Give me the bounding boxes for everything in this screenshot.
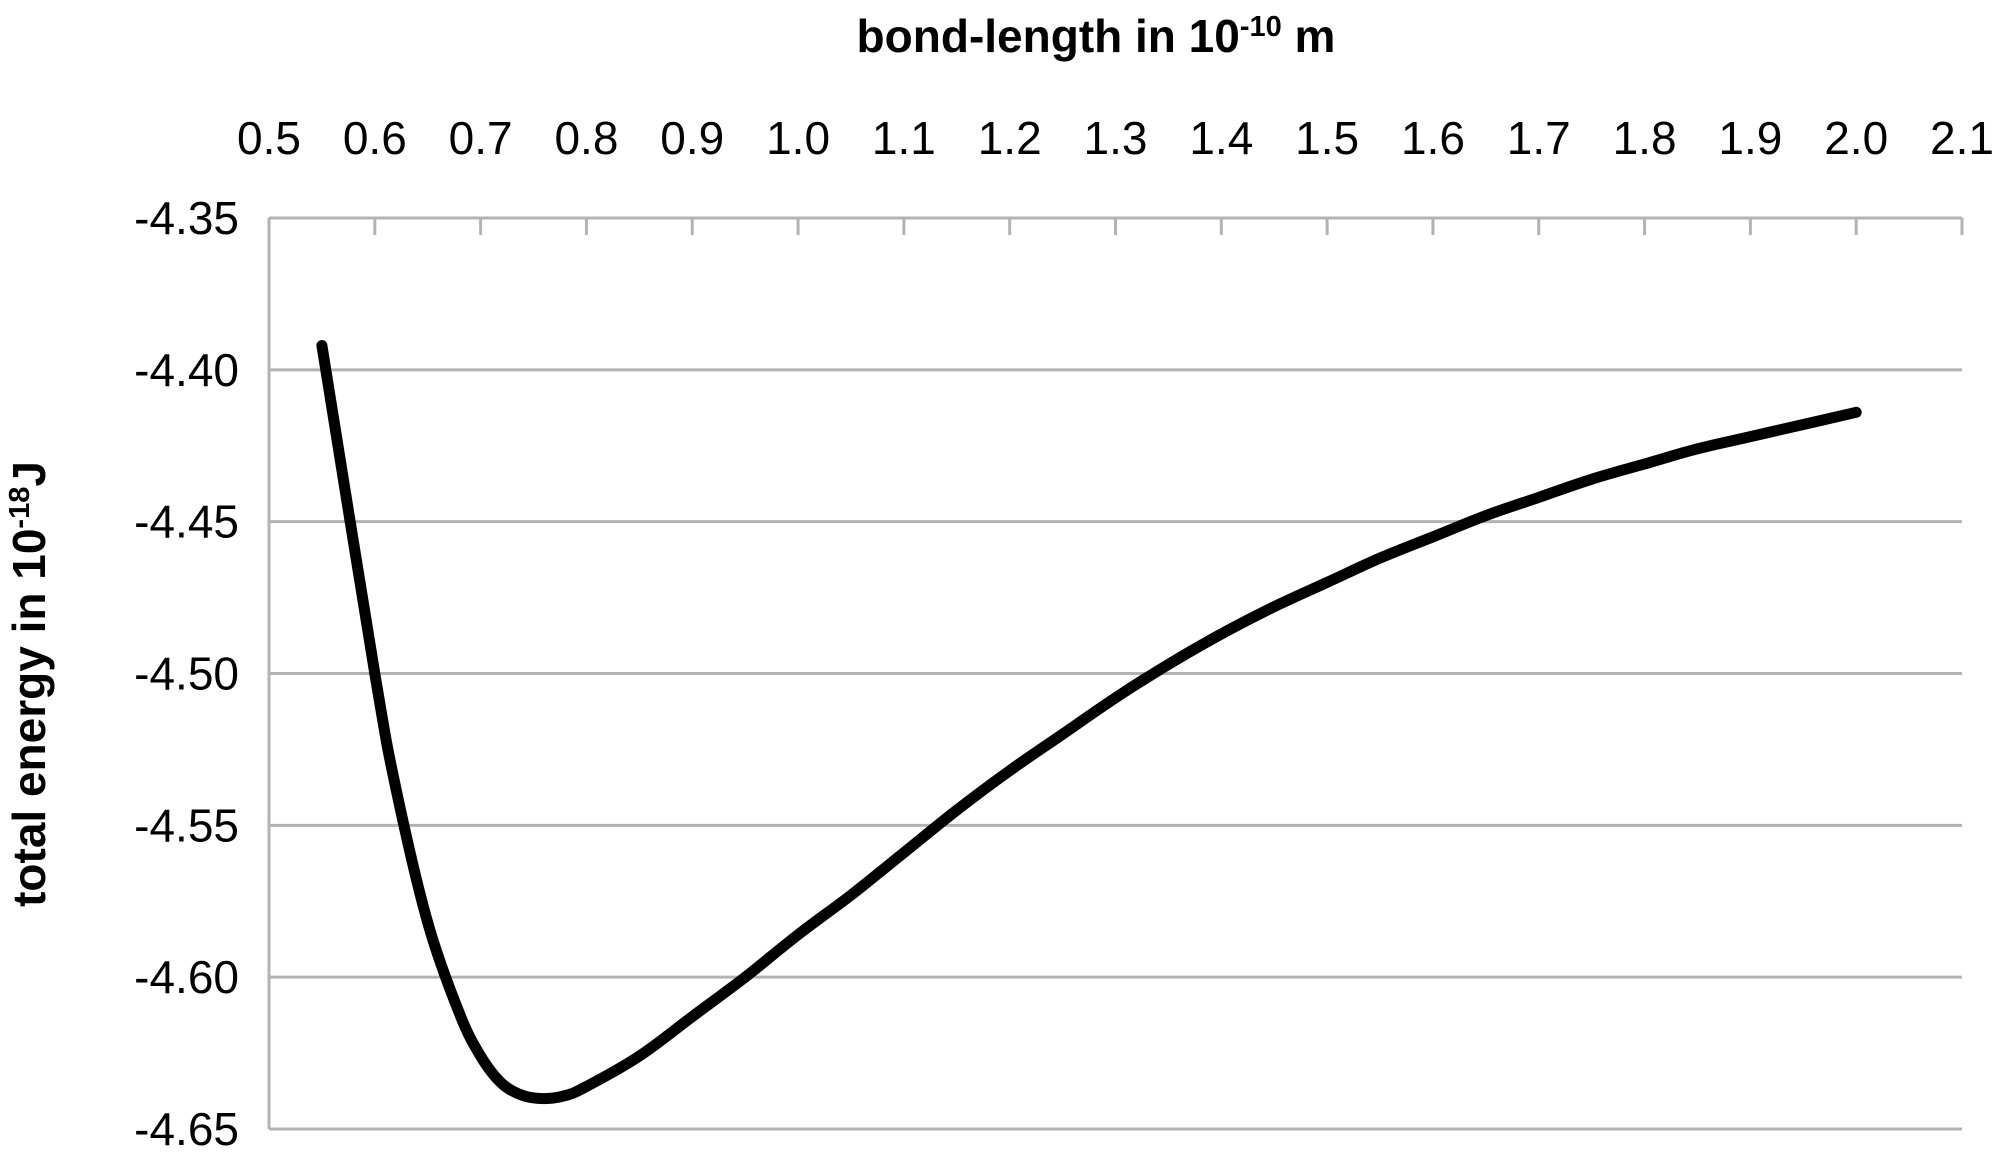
x-axis-title-superscript: -10: [1240, 11, 1282, 43]
y-axis-tick-labels: -4.35 -4.40 -4.45 -4.50 -4.55 -4.60 -4.65: [134, 192, 239, 1155]
x-tick-label: 1.7: [1507, 112, 1571, 164]
x-tick-label: 1.0: [766, 112, 830, 164]
y-tick-label: -4.60: [134, 951, 239, 1003]
x-axis-title-suffix: m: [1282, 10, 1336, 62]
x-tick-label: 1.1: [872, 112, 936, 164]
y-tick-label: -4.65: [134, 1103, 239, 1155]
y-axis-title-superscript: -18: [4, 487, 36, 529]
x-tick-label: 2.1: [1930, 112, 1994, 164]
x-tick-label: 0.5: [237, 112, 301, 164]
x-axis-title-prefix: bond-length in 10: [857, 10, 1240, 62]
x-axis-ticks: [267, 218, 1964, 235]
x-axis-title: bond-length in 10-10 m: [857, 10, 1336, 62]
x-tick-label: 1.9: [1718, 112, 1782, 164]
x-tick-label: 1.6: [1401, 112, 1465, 164]
x-axis-tick-labels: 0.5 0.6 0.7 0.8 0.9 1.0 1.1 1.2 1.3 1.4 1.5 1.6 1.7 1…: [237, 112, 1994, 164]
y-tick-label: -4.55: [134, 799, 239, 851]
y-axis-title-prefix: total energy in 10: [3, 529, 55, 907]
x-tick-label: 0.8: [554, 112, 618, 164]
x-tick-label: 1.5: [1295, 112, 1359, 164]
y-tick-label: -4.40: [134, 344, 239, 396]
y-tick-label: -4.35: [134, 192, 239, 244]
x-tick-label: 0.6: [343, 112, 407, 164]
y-tick-label: -4.45: [134, 496, 239, 548]
x-tick-label: 2.0: [1824, 112, 1888, 164]
x-tick-label: 0.9: [660, 112, 724, 164]
x-tick-label: 0.7: [449, 112, 513, 164]
y-axis-title: total energy in 10-18J: [3, 461, 55, 907]
y-axis-title-suffix: J: [3, 461, 55, 487]
x-tick-label: 1.4: [1189, 112, 1253, 164]
series-group: [316, 340, 1862, 1105]
x-tick-label: 1.8: [1613, 112, 1677, 164]
x-tick-label: 1.2: [978, 112, 1042, 164]
x-tick-label: 1.3: [1084, 112, 1148, 164]
gridlines: [269, 216, 1962, 1131]
y-tick-label: -4.50: [134, 648, 239, 700]
energy-curve: [316, 340, 1862, 1105]
